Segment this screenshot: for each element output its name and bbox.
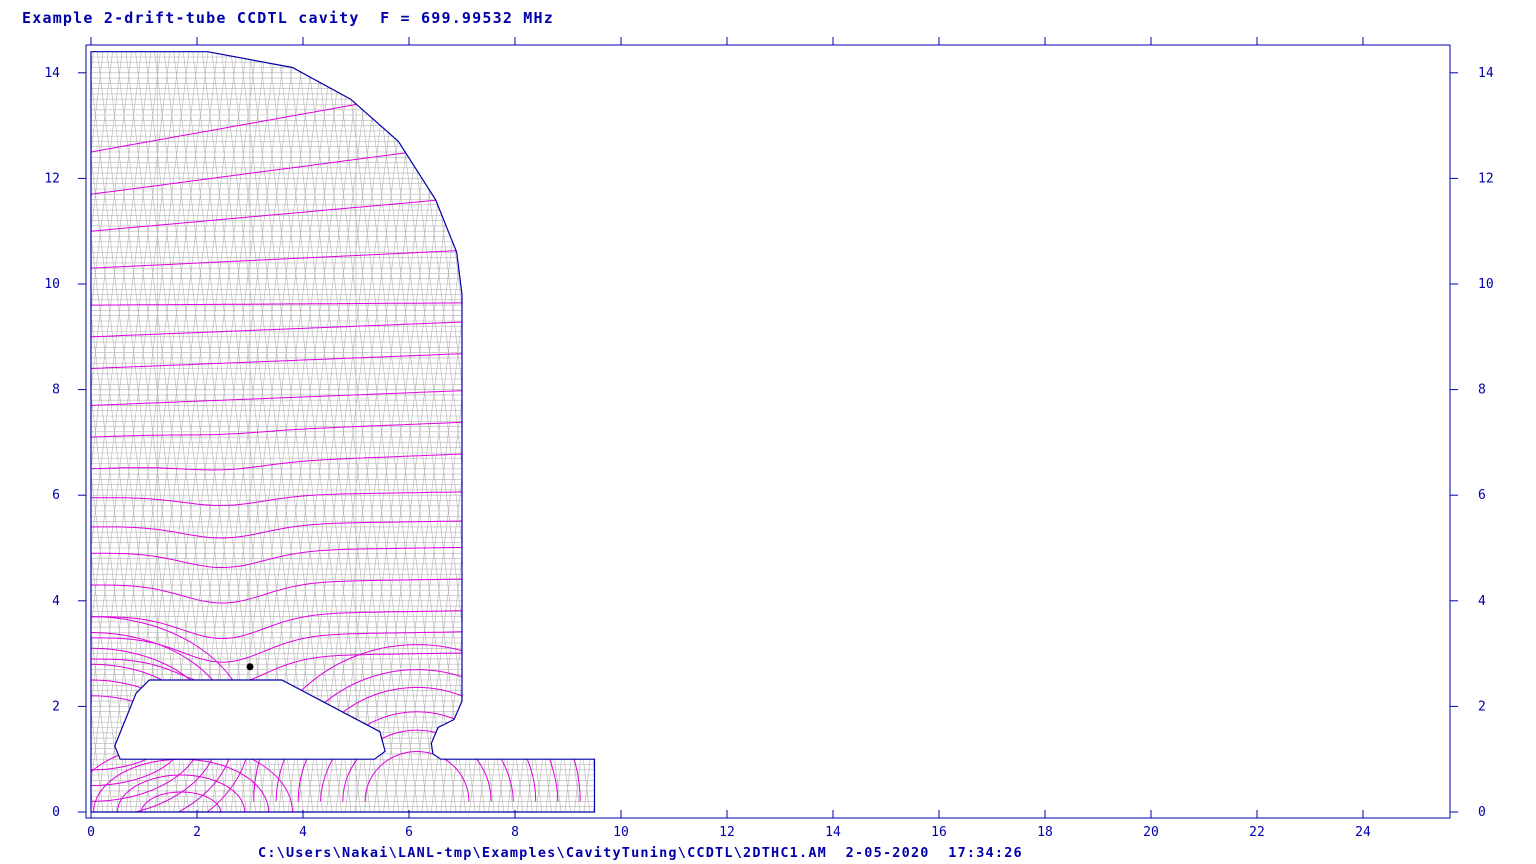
field-line bbox=[91, 249, 468, 269]
y-tick-label-left: 0 bbox=[52, 805, 60, 820]
y-tick-label-left: 14 bbox=[44, 66, 60, 81]
drift-tube bbox=[114, 679, 386, 760]
field-line bbox=[91, 491, 468, 506]
x-tick-label: 4 bbox=[299, 825, 307, 840]
field-line bbox=[91, 578, 468, 604]
y-tick-label-right: 6 bbox=[1478, 488, 1486, 503]
y-tick-label-right: 4 bbox=[1478, 594, 1486, 609]
y-tick-label-right: 8 bbox=[1478, 383, 1486, 398]
field-line bbox=[91, 197, 468, 232]
x-tick-label: 2 bbox=[193, 825, 201, 840]
plot-frame bbox=[85, 44, 1451, 819]
plot-title: Example 2-drift-tube CCDTL cavity F = 69… bbox=[22, 9, 554, 27]
field-line bbox=[91, 302, 468, 306]
y-tick-label-right: 2 bbox=[1478, 699, 1486, 714]
field-line-right-gap bbox=[342, 729, 492, 802]
field-line bbox=[91, 453, 468, 471]
y-tick-label-right: 14 bbox=[1478, 66, 1494, 81]
y-tick-label-left: 12 bbox=[44, 171, 60, 186]
field-line bbox=[91, 321, 468, 338]
field-line-bottom bbox=[117, 774, 246, 812]
x-tick-label: 18 bbox=[1037, 825, 1053, 840]
field-line bbox=[91, 610, 468, 640]
field-line bbox=[91, 421, 468, 438]
x-tick-label: 10 bbox=[613, 825, 629, 840]
y-tick-label-left: 10 bbox=[44, 277, 60, 292]
x-tick-label: 22 bbox=[1249, 825, 1265, 840]
x-tick-label: 16 bbox=[931, 825, 947, 840]
x-tick-label: 20 bbox=[1143, 825, 1159, 840]
x-tick-label: 0 bbox=[87, 825, 95, 840]
field-line bbox=[91, 144, 468, 195]
field-line-bottom bbox=[140, 791, 222, 812]
y-tick-label-left: 2 bbox=[52, 699, 60, 714]
x-tick-label: 12 bbox=[719, 825, 735, 840]
x-tick-label: 8 bbox=[511, 825, 519, 840]
field-line bbox=[91, 546, 468, 568]
field-line bbox=[91, 353, 468, 369]
y-tick-label-left: 4 bbox=[52, 594, 60, 609]
y-tick-label-right: 12 bbox=[1478, 171, 1494, 186]
y-tick-label-right: 0 bbox=[1478, 805, 1486, 820]
field-line-right-gap bbox=[320, 711, 514, 802]
cavity-outer-wall bbox=[90, 51, 596, 813]
y-tick-label-left: 6 bbox=[52, 488, 60, 503]
marker-point bbox=[246, 663, 254, 671]
x-tick-label: 6 bbox=[405, 825, 413, 840]
y-tick-label-left: 8 bbox=[52, 383, 60, 398]
field-line bbox=[91, 520, 468, 539]
x-tick-label: 24 bbox=[1355, 825, 1371, 840]
field-line bbox=[91, 652, 468, 687]
file-path-footer: C:\Users\Nakai\LANL-tmp\Examples\CavityT… bbox=[258, 845, 1023, 861]
y-tick-label-right: 10 bbox=[1478, 277, 1494, 292]
field-line-right-gap bbox=[364, 750, 470, 802]
field-line bbox=[91, 389, 468, 406]
x-tick-label: 14 bbox=[825, 825, 841, 840]
